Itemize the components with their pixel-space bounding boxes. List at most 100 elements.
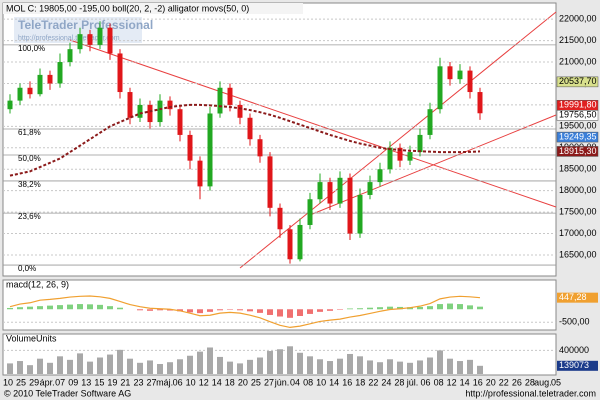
bar — [337, 309, 343, 310]
bar — [437, 304, 443, 310]
y-tick-label: 19500,00 — [559, 121, 597, 131]
y-tick-label: 21500,00 — [559, 35, 597, 45]
candle-body — [47, 74, 53, 84]
candle-body — [347, 177, 353, 234]
x-tick-label: 28 — [525, 377, 535, 387]
x-tick-label: 08 — [303, 377, 313, 387]
x-tick-label: 22 — [499, 377, 509, 387]
bar — [117, 307, 123, 310]
bar — [117, 349, 123, 374]
x-tick-label: 12 — [199, 377, 209, 387]
bar — [427, 357, 433, 374]
bar — [227, 361, 233, 374]
price-tag — [556, 110, 599, 121]
candle-body — [387, 147, 393, 170]
bar — [267, 309, 273, 315]
x-tick-label: 06 — [173, 377, 183, 387]
x-tick-label: 10 — [186, 377, 196, 387]
x-tick-label: 25 — [251, 377, 261, 387]
fib-label: 61,8% — [18, 128, 41, 137]
bar — [47, 305, 53, 310]
bar — [207, 347, 213, 374]
candle-body — [87, 34, 93, 45]
price-tag-label: 19756,50 — [559, 110, 597, 120]
candle-body — [167, 100, 173, 110]
x-tick-label: 28 — [394, 377, 404, 387]
x-tick-label: 04 — [290, 377, 300, 387]
candle-body — [467, 70, 473, 93]
candle-body — [407, 152, 413, 161]
bar — [217, 356, 223, 374]
bar — [357, 356, 363, 374]
bar — [467, 305, 473, 310]
bar — [367, 307, 373, 310]
candle-body — [357, 194, 363, 234]
candle-body — [287, 229, 293, 260]
bar — [237, 363, 243, 374]
bar — [347, 353, 353, 374]
candle-body — [237, 104, 243, 118]
bar — [167, 309, 173, 311]
bar — [297, 309, 303, 316]
x-tick-label: 14 — [212, 377, 222, 387]
x-tick-label: máj. — [156, 377, 173, 387]
bar — [397, 361, 403, 374]
bar — [7, 307, 13, 310]
x-tick-label: 26 — [512, 377, 522, 387]
candle-body — [367, 182, 373, 195]
price-tag-label: 19249,35 — [559, 131, 597, 141]
bar — [137, 362, 143, 374]
price-tag-label: 18915,30 — [559, 146, 597, 156]
bar — [137, 309, 143, 311]
bar — [97, 304, 103, 310]
price-tag-label: 20537,70 — [559, 76, 597, 86]
x-tick-label: aug. — [534, 377, 552, 387]
volume-title: VolumeUnits — [6, 333, 57, 343]
bar — [477, 306, 483, 310]
bar — [157, 363, 163, 374]
bar — [357, 308, 363, 310]
x-tick-label: 16 — [473, 377, 483, 387]
bar — [57, 305, 63, 310]
candle-body — [437, 66, 443, 110]
bar — [197, 351, 203, 374]
bar — [267, 351, 273, 374]
bar — [457, 361, 463, 374]
bar — [247, 359, 253, 374]
x-tick-label: 06 — [421, 377, 431, 387]
bar — [207, 309, 213, 312]
watermark-url: http://professional.teletrader.com — [18, 35, 120, 42]
bar — [337, 358, 343, 374]
candle-body — [97, 27, 103, 45]
price-tag-label: 139073 — [559, 360, 589, 370]
bar — [297, 352, 303, 374]
x-tick-label: 27 — [147, 377, 157, 387]
candle-body — [227, 87, 233, 105]
bar — [77, 304, 83, 310]
candle-body — [327, 182, 333, 204]
candle-body — [417, 134, 423, 153]
bar — [147, 309, 153, 311]
title-bar — [3, 3, 303, 14]
x-tick-label: 18 — [355, 377, 365, 387]
x-tick-label: 19 — [107, 377, 117, 387]
candle-body — [187, 134, 193, 161]
candle-body — [27, 87, 33, 95]
bar — [237, 309, 243, 311]
bar — [37, 358, 43, 374]
x-tick-label: 22 — [368, 377, 378, 387]
candle-body — [427, 109, 433, 135]
x-tick-label: 13 — [81, 377, 91, 387]
macd-line — [9, 295, 481, 329]
price-tag — [557, 360, 598, 371]
x-tick-label: 25 — [16, 377, 26, 387]
bar — [377, 362, 383, 374]
candle-body — [157, 100, 163, 123]
x-tick-label: 23 — [133, 377, 143, 387]
bar — [127, 358, 133, 374]
candle-body — [207, 113, 213, 187]
x-tick-label: 16 — [342, 377, 352, 387]
bar — [167, 362, 173, 374]
x-tick-label: 18 — [225, 377, 235, 387]
